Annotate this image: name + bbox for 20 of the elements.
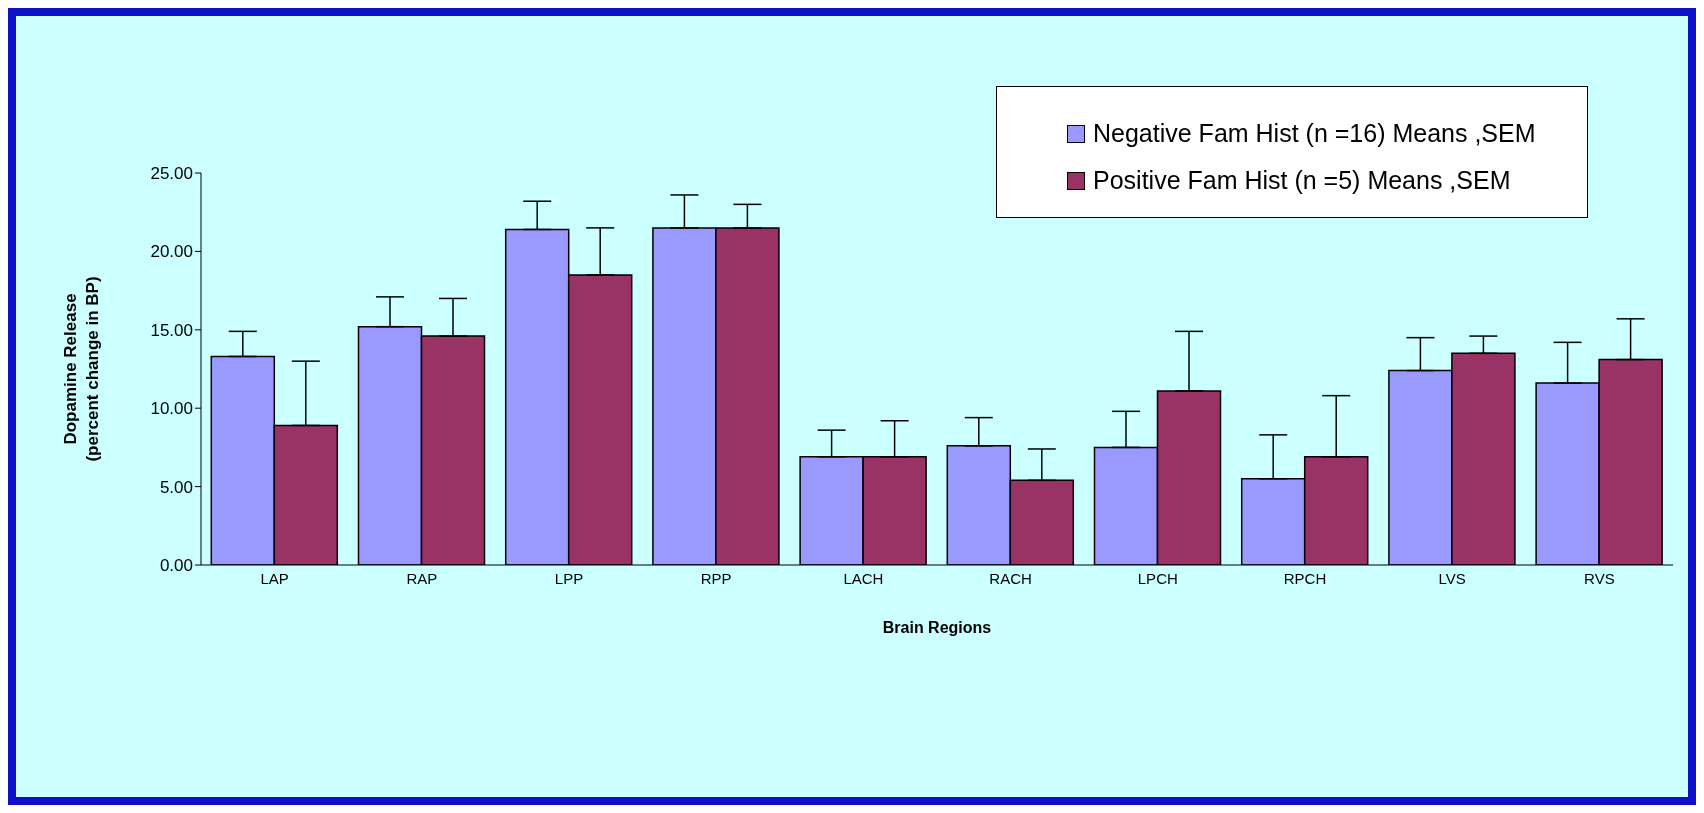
x-tick-label: RAP — [406, 569, 438, 587]
x-tick-label: LPCH — [1137, 569, 1178, 587]
y-tick-label: 0.00 — [159, 556, 193, 576]
x-tick-label: LVS — [1438, 569, 1466, 587]
x-tick-label: LPP — [554, 569, 584, 587]
x-tick-label: RPCH — [1283, 569, 1327, 587]
legend-label: Negative Fam Hist (n =16) Means ,SEM — [1093, 119, 1536, 148]
x-tick-label: RVS — [1584, 569, 1615, 587]
y-tick-label: 20.00 — [150, 242, 193, 262]
y-tick-label: 5.00 — [159, 477, 193, 497]
y-tick-label: 15.00 — [150, 320, 193, 340]
x-tick-label: RACH — [989, 569, 1032, 587]
x-axis-title: Brain Regions — [882, 619, 992, 636]
x-tick-label: LACH — [843, 569, 884, 587]
y-axis-title: Dopamine Release (percent change in BP) — [61, 276, 102, 462]
y-tick-label: 25.00 — [150, 164, 193, 184]
x-tick-label: LAP — [260, 569, 289, 587]
x-tick-label: RPP — [700, 569, 732, 587]
legend-label: Positive Fam Hist (n =5) Means ,SEM — [1093, 166, 1511, 195]
y-tick-label: 10.00 — [150, 399, 193, 419]
